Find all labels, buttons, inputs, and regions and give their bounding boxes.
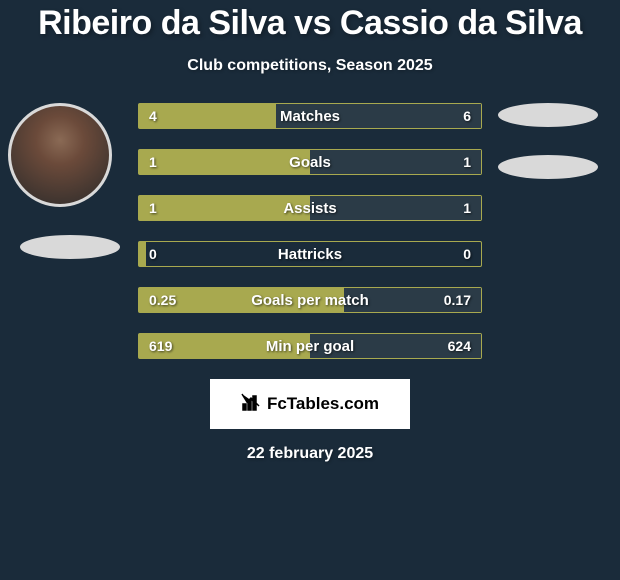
stat-row: 4Matches6 (138, 103, 482, 129)
stat-right-value: 0.17 (444, 288, 471, 312)
stat-label: Min per goal (139, 334, 481, 358)
logo-text: FcTables.com (267, 394, 379, 414)
stat-right-value: 1 (463, 196, 471, 220)
stat-row: 0.25Goals per match0.17 (138, 287, 482, 313)
stat-right-value: 1 (463, 150, 471, 174)
comparison-content: 4Matches61Goals11Assists10Hattricks00.25… (0, 103, 620, 359)
stat-label: Goals per match (139, 288, 481, 312)
stat-right-value: 0 (463, 242, 471, 266)
stat-row: 619Min per goal624 (138, 333, 482, 359)
stat-row: 1Assists1 (138, 195, 482, 221)
fctables-logo: FcTables.com (210, 379, 410, 429)
stat-right-value: 624 (448, 334, 471, 358)
chart-icon (241, 392, 261, 417)
stat-row: 0Hattricks0 (138, 241, 482, 267)
stat-label: Hattricks (139, 242, 481, 266)
stat-label: Assists (139, 196, 481, 220)
date-text: 22 february 2025 (0, 445, 620, 463)
stat-row: 1Goals1 (138, 149, 482, 175)
stat-label: Matches (139, 104, 481, 128)
player-right-placeholder-2 (498, 155, 598, 179)
player-left-avatar (8, 103, 112, 207)
subtitle: Club competitions, Season 2025 (0, 57, 620, 75)
player-right-placeholder-1 (498, 103, 598, 127)
stats-bars: 4Matches61Goals11Assists10Hattricks00.25… (138, 103, 482, 359)
stat-label: Goals (139, 150, 481, 174)
page-title: Ribeiro da Silva vs Cassio da Silva (0, 0, 620, 43)
stat-right-value: 6 (463, 104, 471, 128)
player-left-shadow (20, 235, 120, 259)
